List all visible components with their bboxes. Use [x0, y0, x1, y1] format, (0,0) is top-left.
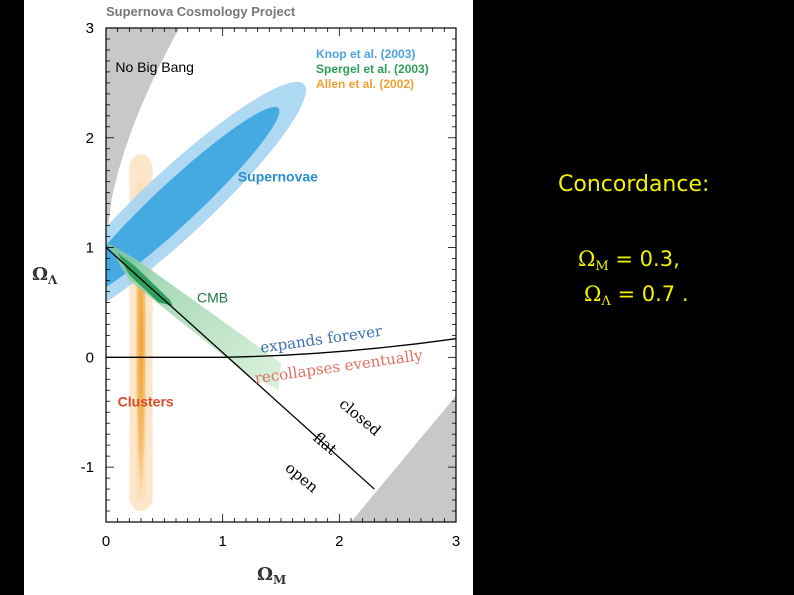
flat-line: [106, 247, 375, 490]
omega-m-value: = 0.3,: [608, 247, 680, 271]
y-tick-label: 2: [86, 130, 94, 147]
no-big-bang-region: [106, 28, 281, 243]
x-tick-label: 2: [335, 533, 343, 550]
legend-entry: Spergel et al. (2003): [316, 62, 429, 76]
open-label: open: [282, 459, 322, 497]
y-tick-label: 1: [86, 240, 94, 257]
legend-entry: Allen et al. (2002): [316, 77, 414, 91]
omega-m-equation: ΩM = 0.3,: [578, 247, 680, 274]
supernovae-label: Supernovae: [238, 169, 318, 185]
chart-title: Supernova Cosmology Project: [106, 4, 296, 19]
omega-symbol: Ω: [578, 247, 596, 271]
clusters-label: Clusters: [118, 394, 174, 410]
omega-lambda-equation: ΩΛ = 0.7 .: [584, 282, 689, 309]
y-tick-label: 0: [86, 349, 94, 366]
legend-entry: Knop et al. (2003): [316, 47, 415, 61]
cmb-outer-contour: [106, 242, 281, 391]
concordance-heading: Concordance:: [558, 172, 710, 197]
cmb-label: CMB: [197, 289, 228, 305]
closed-label: closed: [336, 395, 385, 440]
omega-lambda-value: = 0.7 .: [610, 282, 689, 306]
y-tick-label: 3: [86, 20, 94, 37]
expansion-boundary-line: [106, 338, 456, 358]
y-axis-label: ΩΛ: [32, 264, 58, 287]
omega-symbol: Ω: [584, 282, 602, 306]
expands-forever-label: expands forever: [259, 322, 384, 357]
y-tick-label: -1: [81, 459, 94, 476]
x-axis-label: ΩM: [257, 564, 286, 587]
supernovae-inner-contour: [106, 106, 280, 301]
lambda-subscript: Λ: [601, 294, 611, 309]
cmb-inner-contour: [117, 253, 173, 306]
chart-figure: 0 1 2 3 -1 0 1 2 3 Supernova Cosmology Project ΩM…: [24, 0, 473, 595]
no-big-bang-label: No Big Bang: [115, 59, 194, 75]
lower-grey-region: [351, 395, 456, 522]
x-tick-label: 0: [102, 533, 110, 550]
chart-plot: 0 1 2 3 -1 0 1 2 3 Supernova Cosmology Project ΩM…: [32, 4, 460, 587]
m-subscript: M: [595, 259, 609, 274]
x-tick-label: 1: [218, 533, 226, 550]
x-tick-label: 3: [452, 533, 460, 550]
